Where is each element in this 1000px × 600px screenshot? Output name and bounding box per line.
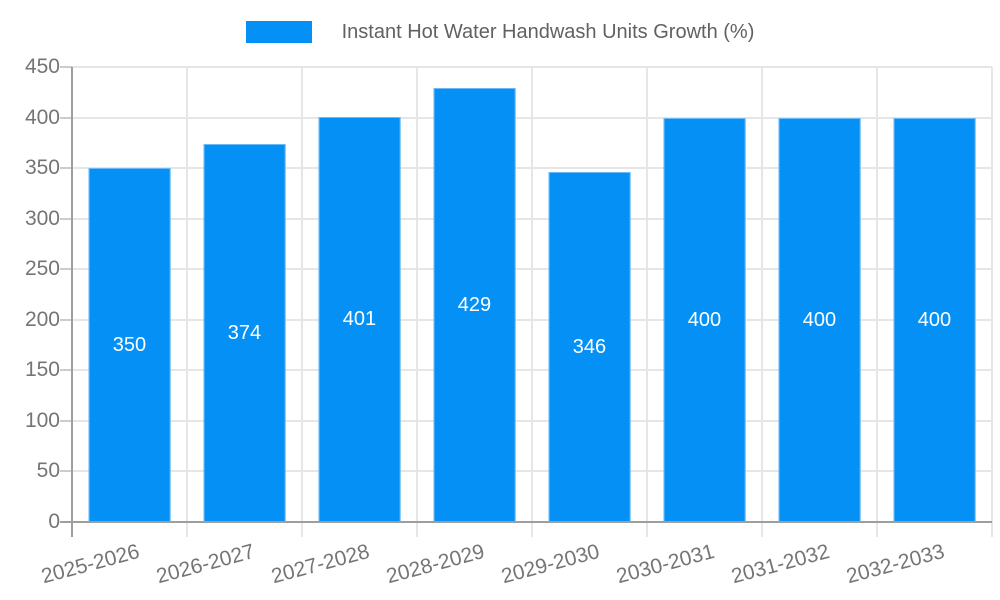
y-axis-tick bbox=[60, 470, 72, 473]
gridline-vertical bbox=[301, 67, 303, 537]
bar-2025-2026[interactable]: 350 bbox=[88, 168, 171, 522]
gridline-vertical bbox=[876, 67, 878, 537]
bar-value-label: 374 bbox=[227, 321, 262, 344]
legend-swatch-icon bbox=[245, 21, 312, 43]
y-tick-label: 150 bbox=[24, 358, 60, 382]
bar-value-label: 346 bbox=[572, 336, 607, 359]
gridline-vertical bbox=[991, 67, 993, 537]
bar-2026-2027[interactable]: 374 bbox=[203, 143, 286, 522]
y-axis-tick bbox=[60, 268, 72, 271]
bar-2031-2032[interactable]: 400 bbox=[778, 117, 861, 522]
y-axis-tick bbox=[60, 318, 72, 321]
y-tick-label: 450 bbox=[24, 55, 60, 78]
bar-value-label: 400 bbox=[917, 308, 952, 331]
bar-2032-2033[interactable]: 400 bbox=[893, 117, 976, 522]
y-axis-tick bbox=[60, 217, 72, 220]
bar-2028-2029[interactable]: 429 bbox=[433, 88, 516, 522]
gridline-vertical bbox=[416, 67, 418, 537]
gridline-vertical bbox=[186, 67, 188, 537]
y-axis-tick bbox=[60, 369, 72, 372]
gridline-vertical bbox=[646, 67, 648, 537]
x-axis-labels: 2025-2026 2026-2027 2027-2028 2028-2029 2029… bbox=[38, 534, 992, 600]
bar-2029-2030[interactable]: 346 bbox=[548, 172, 631, 522]
legend-label: Instant Hot Water Handwash Units Growth … bbox=[341, 20, 755, 43]
y-tick-label: 100 bbox=[24, 408, 60, 432]
y-axis-labels: 0 50 100 150 200 250 300 350 400 450 bbox=[0, 55, 60, 533]
bar-value-label: 400 bbox=[687, 308, 722, 331]
y-tick-label: 50 bbox=[36, 459, 60, 483]
bar-value-label: 350 bbox=[112, 334, 147, 357]
y-tick-label: 250 bbox=[24, 257, 60, 281]
bar-2027-2028[interactable]: 401 bbox=[318, 116, 401, 522]
y-tick-label: 0 bbox=[48, 510, 60, 533]
y-tick-label: 350 bbox=[24, 156, 60, 180]
bar-value-label: 400 bbox=[802, 308, 837, 331]
gridline-vertical bbox=[761, 67, 763, 537]
x-axis-line bbox=[60, 521, 992, 523]
plot-area: 350 374 401 429 346 400 400 400 bbox=[60, 66, 993, 537]
bar-value-label: 401 bbox=[342, 308, 377, 331]
y-axis-tick bbox=[60, 419, 72, 422]
y-axis-tick bbox=[60, 167, 72, 170]
bar-value-label: 429 bbox=[457, 294, 492, 317]
y-tick-label: 200 bbox=[24, 307, 60, 331]
y-tick-label: 300 bbox=[24, 206, 60, 230]
y-axis-tick bbox=[60, 66, 72, 68]
y-tick-label: 400 bbox=[24, 105, 60, 129]
gridline-vertical bbox=[531, 67, 533, 537]
y-axis-tick bbox=[60, 116, 72, 119]
y-axis-line bbox=[71, 67, 73, 537]
bar-2030-2031[interactable]: 400 bbox=[663, 117, 746, 522]
chart-legend[interactable]: Instant Hot Water Handwash Units Growth … bbox=[0, 18, 1000, 46]
